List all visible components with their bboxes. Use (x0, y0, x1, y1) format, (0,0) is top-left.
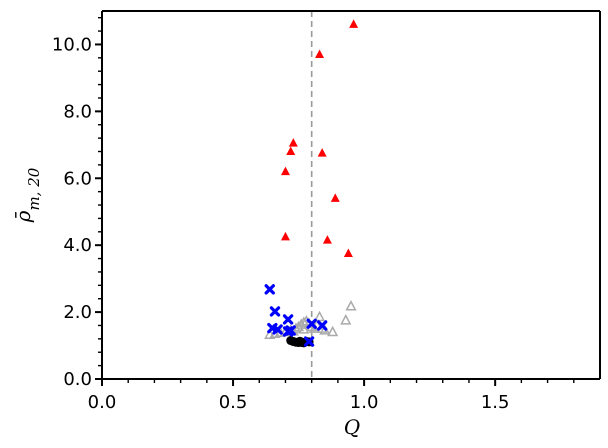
y-tick-label: 6.0 (63, 168, 92, 189)
x-stroke (272, 324, 283, 335)
data-point-blue-x (269, 306, 281, 317)
x-stroke (264, 284, 275, 295)
data-point-blue-x (272, 324, 283, 335)
data-point-red-triangle (343, 248, 353, 258)
data-point-red-triangle (349, 19, 359, 28)
data-point-open-triangle (298, 323, 310, 334)
data-point-red-triangle (317, 148, 327, 157)
y-tick-label: 8.0 (63, 101, 92, 122)
x-tick-label: 0.5 (219, 392, 248, 413)
x-stroke (306, 318, 317, 329)
data-point-red-triangle (330, 193, 340, 202)
svg-text:ρ̄m, 20: ρ̄m, 20 (11, 167, 43, 223)
x-stroke (269, 306, 281, 317)
points-layer (264, 19, 359, 348)
data-point-open-triangle (327, 325, 339, 337)
data-point-open-triangle (345, 300, 357, 311)
x-tick-label: 0.0 (88, 392, 117, 413)
data-point-red-triangle (280, 231, 290, 241)
data-point-blue-x (303, 336, 315, 347)
ticks-layer: 0.0 0.5 1.0 1.5 0.0 2.0 4.0 6.0 8.0 10.0 (52, 16, 575, 413)
data-point-red-triangle (280, 166, 290, 176)
x-axis-label: Q (344, 415, 360, 439)
x-tick-label: 1.0 (350, 392, 379, 413)
axes-layer (101, 10, 601, 380)
data-point-open-triangle (313, 310, 326, 322)
data-point-blue-x (316, 320, 328, 331)
y-tick-label: 0.0 (63, 369, 92, 390)
data-point-blue-x (264, 284, 275, 295)
series-x-filled (264, 284, 328, 347)
y-tick-label: 10.0 (52, 34, 92, 55)
series-triangle-filled (280, 19, 359, 258)
plot-background (102, 11, 600, 379)
data-point-open-triangle (340, 314, 352, 325)
y-axis-label-subscript: m, 20 (25, 167, 43, 210)
y-axis-label-main: ρ̄ (11, 210, 35, 223)
x-stroke (316, 320, 328, 331)
x-stroke (282, 314, 294, 325)
y-axis-label: ρ̄m, 20 (11, 167, 43, 223)
data-point-red-triangle (288, 138, 298, 147)
x-stroke (303, 336, 315, 347)
y-tick-label: 4.0 (63, 235, 92, 256)
data-point-red-triangle (315, 49, 325, 58)
plot-area (102, 11, 600, 379)
x-stroke (285, 325, 296, 336)
data-point-blue-x (306, 318, 317, 329)
data-point-red-triangle (322, 235, 332, 244)
data-point-red-triangle (286, 146, 296, 156)
x-tick-label: 1.5 (481, 392, 510, 413)
y-tick-label: 2.0 (63, 302, 92, 323)
data-point-blue-x (282, 314, 294, 325)
data-point-blue-x (285, 325, 296, 336)
